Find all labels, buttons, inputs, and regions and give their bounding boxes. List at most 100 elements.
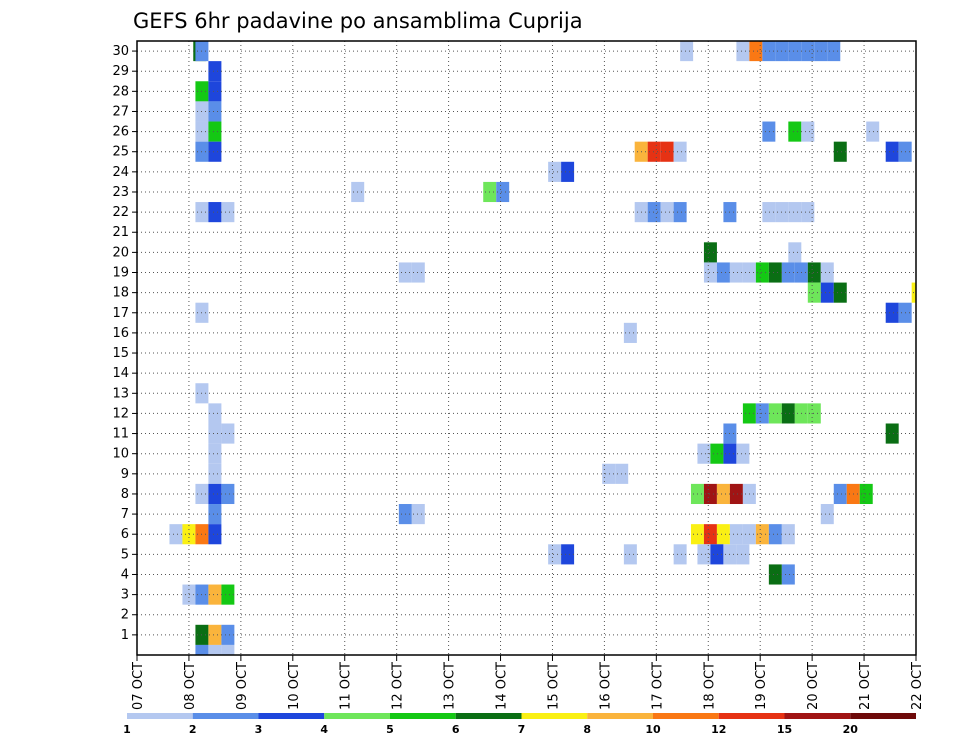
y-tick-label: 2: [121, 608, 129, 623]
precip-cell: [195, 644, 209, 655]
y-tick-label: 3: [121, 588, 129, 603]
precip-cell: [548, 161, 562, 182]
precip-cell: [729, 483, 743, 505]
precip-cell: [807, 282, 821, 303]
precip-cell: [801, 121, 815, 142]
precip-cell: [820, 282, 834, 303]
precip-cell: [703, 524, 717, 545]
colorbar-legend: 1 2 3 4 5 6 7 8 10 12 15 20: [123, 713, 916, 736]
precip-cell: [208, 202, 222, 223]
x-tick-label: 21 OCT: [858, 662, 873, 710]
precip-cell: [208, 423, 222, 444]
precip-cell: [697, 544, 711, 565]
x-tick-label: 12 OCT: [391, 662, 406, 710]
precip-cell: [182, 584, 196, 605]
precip-cell: [820, 262, 834, 283]
x-tick-label: 17 OCT: [650, 662, 665, 710]
y-tick-label: 12: [112, 406, 129, 421]
x-tick-label: 13 OCT: [443, 662, 458, 710]
x-tick-label: 22 OCT: [910, 662, 925, 710]
precip-cell: [208, 61, 222, 82]
y-tick-label: 8: [121, 487, 129, 502]
precip-cell: [208, 463, 222, 484]
y-tick-label: 4: [121, 567, 129, 582]
colorbar-swatch: [784, 713, 851, 719]
precip-cell: [703, 262, 717, 283]
y-tick-label: 28: [112, 84, 129, 99]
precip-cell: [208, 584, 222, 605]
precip-cell: [221, 202, 235, 223]
precip-cell: [768, 262, 782, 283]
precip-cell: [561, 161, 575, 182]
precip-cell: [602, 463, 616, 484]
precip-cell: [673, 141, 687, 162]
precip-cell: [548, 544, 562, 565]
precip-cell: [885, 141, 899, 162]
y-tick-label: 30: [112, 44, 129, 59]
precip-cell: [807, 262, 821, 283]
y-tick-label: 25: [112, 145, 129, 160]
precip-cell: [729, 524, 743, 545]
colorbar-label: 8: [583, 723, 591, 736]
y-tick-label: 16: [112, 326, 129, 341]
y-tick-label: 24: [112, 165, 129, 180]
colorbar-swatch: [127, 713, 193, 719]
y-tick-label: 17: [112, 306, 129, 321]
precip-cell: [623, 544, 637, 565]
y-tick-label: 23: [112, 185, 129, 200]
y-tick-label: 22: [112, 205, 129, 220]
colorbar-swatch: [521, 713, 588, 719]
precip-cell: [801, 202, 815, 223]
precip-cell: [561, 544, 575, 565]
y-axis: 1234567891011121314151617181920212223242…: [112, 44, 137, 643]
precip-cell: [716, 483, 730, 505]
precip-cell: [208, 624, 222, 645]
precip-cell: [814, 41, 828, 62]
heatmap-cells: [169, 41, 916, 655]
precip-cell: [788, 41, 802, 62]
precip-cell: [496, 181, 510, 203]
colorbar-label: 15: [777, 723, 792, 736]
x-tick-label: 10 OCT: [287, 662, 302, 710]
y-tick-label: 11: [112, 427, 129, 442]
colorbar-swatch: [390, 713, 456, 719]
precip-cell: [885, 302, 899, 323]
precip-cell: [859, 483, 873, 505]
x-tick-label: 16 OCT: [598, 662, 613, 710]
precip-cell: [736, 443, 750, 464]
precip-cell: [208, 443, 222, 464]
x-tick-label: 15 OCT: [546, 662, 561, 710]
precip-cell: [208, 101, 222, 122]
precip-cell: [169, 524, 183, 545]
precip-cell: [703, 483, 717, 505]
precip-cell: [755, 262, 769, 283]
precip-cell: [697, 443, 711, 464]
y-tick-label: 10: [112, 447, 129, 462]
y-tick-label: 7: [121, 507, 129, 522]
precip-cell: [660, 141, 674, 162]
precip-cell: [182, 524, 196, 545]
y-tick-label: 15: [112, 346, 129, 361]
precip-cell: [833, 483, 847, 505]
precip-cell: [660, 202, 674, 223]
colorbar-label: 3: [255, 723, 263, 736]
colorbar-label: 20: [843, 723, 859, 736]
x-tick-label: 19 OCT: [754, 662, 769, 710]
colorbar-label: 12: [711, 723, 726, 736]
precip-cell: [716, 524, 730, 545]
colorbar-swatch: [718, 713, 785, 719]
colorbar-label: 6: [452, 723, 460, 736]
colorbar-swatch: [653, 713, 719, 719]
precip-cell: [781, 262, 795, 283]
precip-cell: [768, 524, 782, 545]
precip-cell: [221, 483, 235, 505]
precip-cell: [729, 262, 743, 283]
precip-cell: [673, 544, 687, 565]
precip-cell: [716, 262, 730, 283]
precip-cell: [710, 443, 724, 464]
precip-cell: [710, 544, 724, 565]
colorbar-label: 10: [645, 723, 661, 736]
precip-cell: [788, 202, 802, 223]
colorbar-swatch: [192, 713, 259, 719]
precip-cell: [781, 564, 795, 585]
